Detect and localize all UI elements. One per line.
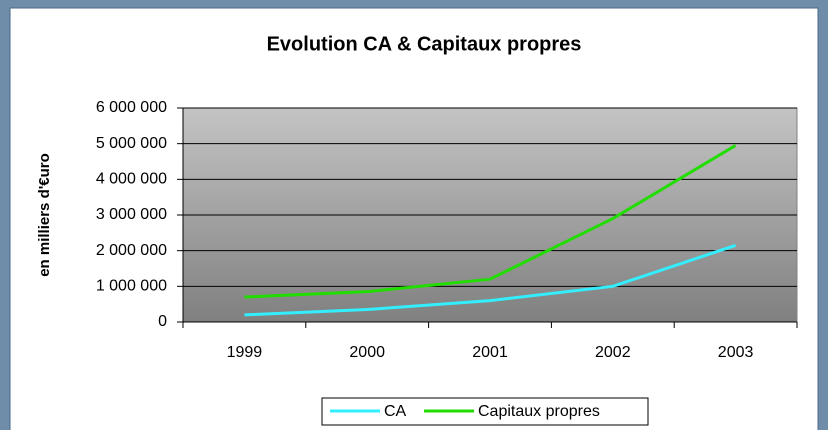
chart-title: Evolution CA & Capitaux propres: [267, 33, 582, 55]
y-tick-label: 4 000 000: [96, 171, 167, 188]
x-tick-label: 2000: [349, 344, 385, 361]
x-tick-label: 2001: [472, 344, 508, 361]
series-line: [244, 144, 737, 299]
y-tick-label: 3 000 000: [96, 206, 167, 223]
x-tick-label: 2002: [595, 344, 631, 361]
legend-label: Capitaux propres: [478, 403, 600, 420]
y-axis-label: en milliers d'€uro: [36, 153, 53, 277]
y-tick-label: 2 000 000: [96, 242, 167, 259]
legend-label: CA: [384, 403, 407, 420]
y-tick-label: 0: [158, 313, 167, 330]
y-tick-label: 1 000 000: [96, 278, 167, 295]
y-tick-label: 5 000 000: [96, 135, 167, 152]
y-tick-label: 6 000 000: [96, 99, 167, 116]
x-tick-label: 2003: [718, 344, 754, 361]
x-tick-label: 1999: [227, 344, 263, 361]
series-line: [244, 243, 737, 317]
